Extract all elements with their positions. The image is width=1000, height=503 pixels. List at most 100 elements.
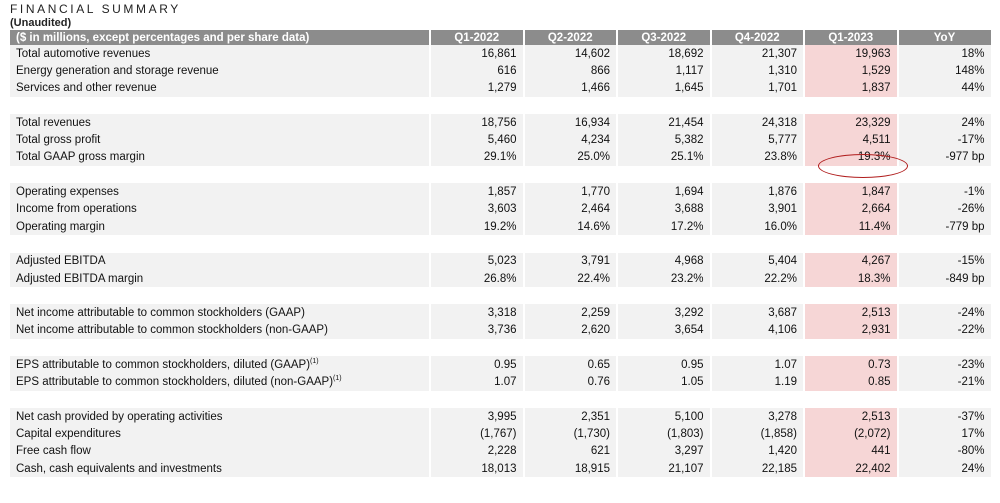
- cell-q3-2022: 1,694: [617, 183, 712, 201]
- cell-yoy: -779 bp: [897, 217, 991, 236]
- cell-q4-2022: 1.07: [710, 356, 805, 374]
- cell-q4-2022: 3,278: [710, 408, 805, 426]
- cell-yoy: -37%: [897, 408, 991, 426]
- table-row: EPS attributable to common stockholders,…: [10, 373, 991, 391]
- cell-q1-2023: 441: [804, 442, 899, 461]
- row-label-text: Operating expenses: [16, 186, 119, 199]
- cell-yoy: -17%: [897, 131, 991, 149]
- row-label-text: Capital expenditures: [16, 428, 121, 441]
- cell-q1-2023: 0.73: [804, 356, 899, 374]
- spacer-row: [10, 339, 992, 357]
- cell-q1-2022: 18,013: [430, 460, 525, 478]
- cell-q4-2022: 4,106: [710, 321, 805, 340]
- cell-yoy: -24%: [897, 304, 991, 322]
- cell-yoy: -22%: [897, 321, 991, 340]
- row-label: Net cash provided by operating activitie…: [10, 408, 431, 426]
- spacer-row: [10, 287, 992, 305]
- cell-q3-2022: (1,803): [617, 425, 712, 443]
- row-label: Total gross profit: [10, 131, 431, 149]
- cell-q4-2022: 3,901: [710, 200, 805, 218]
- row-label: EPS attributable to common stockholders,…: [10, 356, 431, 374]
- table-row: Income from operations 3,603 2,464 3,688 3,9…: [10, 200, 991, 218]
- cell-q2-2022: (1,730): [523, 425, 618, 443]
- row-label-text: Services and other revenue: [16, 82, 157, 95]
- cell-yoy: -15%: [897, 252, 991, 270]
- cell-q3-2022: 4,968: [617, 252, 712, 270]
- cell-q4-2022: 16.0%: [710, 217, 805, 236]
- row-label-text: EPS attributable to common stockholders,…: [16, 376, 334, 389]
- row-label: Adjusted EBITDA margin: [10, 269, 431, 288]
- table-row: Capital expenditures (1,767) (1,730) (1,803…: [10, 425, 991, 443]
- header-q1-2022: Q1-2022: [430, 30, 525, 45]
- cell-q4-2022: 1,876: [710, 183, 805, 201]
- cell-q3-2022: 1,117: [617, 62, 712, 80]
- table-row: Cash, cash equivalents and investments 18…: [10, 460, 991, 478]
- page-subtitle: (Unaudited): [10, 17, 72, 29]
- row-label: Adjusted EBITDA: [10, 252, 431, 270]
- cell-q1-2022: 16,861: [430, 45, 525, 63]
- header-yoy: YoY: [897, 30, 991, 45]
- cell-q1-2022: 1,857: [430, 183, 525, 201]
- cell-q2-2022: 18,915: [523, 460, 618, 478]
- cell-q4-2022: 1,701: [710, 79, 805, 97]
- cell-q1-2022: 1.07: [430, 373, 525, 391]
- cell-q2-2022: 0.76: [523, 373, 618, 391]
- table-row: Net income attributable to common stockh…: [10, 321, 991, 340]
- row-label-text: Total revenues: [16, 116, 91, 129]
- cell-yoy: -977 bp: [897, 148, 991, 167]
- table-row: Total gross profit 5,460 4,234 5,382 5,777 4,…: [10, 131, 991, 149]
- spacer-cell: [10, 287, 992, 305]
- cell-q4-2022: 1,310: [710, 62, 805, 80]
- row-label-text: Net cash provided by operating activitie…: [16, 410, 223, 423]
- cell-q1-2023: 2,513: [804, 408, 899, 426]
- cell-q4-2022: 5,404: [710, 252, 805, 270]
- row-label-text: Net income attributable to common stockh…: [16, 324, 328, 337]
- cell-q2-2022: 2,351: [523, 408, 618, 426]
- cell-q2-2022: 2,464: [523, 200, 618, 218]
- cell-q3-2022: 1.05: [617, 373, 712, 391]
- cell-q1-2022: 26.8%: [430, 269, 525, 288]
- spacer-row: [10, 390, 992, 409]
- cell-q3-2022: 0.95: [617, 356, 712, 374]
- row-label-text: Net income attributable to common stockh…: [16, 307, 305, 320]
- cell-q1-2022: 5,023: [430, 252, 525, 270]
- spacer-cell: [10, 166, 992, 184]
- cell-q1-2022: 2,228: [430, 442, 525, 461]
- cell-q1-2022: 19.2%: [430, 217, 525, 236]
- row-label: Net income attributable to common stockh…: [10, 304, 431, 322]
- row-label-text: Total GAAP gross margin: [16, 151, 145, 164]
- cell-q1-2023: 19,963: [804, 45, 899, 63]
- financial-table: ($ in millions, except percentages and p…: [10, 30, 992, 478]
- spacer-cell: [10, 339, 992, 357]
- cell-yoy: 17%: [897, 425, 991, 443]
- cell-q1-2023: 1,837: [804, 79, 899, 97]
- spacer-row: [10, 166, 992, 184]
- row-label: Operating expenses: [10, 183, 431, 201]
- cell-q2-2022: 0.65: [523, 356, 618, 374]
- table-row: Net cash provided by operating activitie…: [10, 408, 991, 426]
- row-label: Income from operations: [10, 200, 431, 218]
- table-row: EPS attributable to common stockholders,…: [10, 356, 991, 374]
- cell-q1-2022: 18,756: [430, 114, 525, 132]
- cell-q1-2022: 0.95: [430, 356, 525, 374]
- cell-q1-2022: 5,460: [430, 131, 525, 149]
- cell-q1-2023: 22,402: [804, 460, 899, 478]
- row-label: Services and other revenue: [10, 79, 431, 97]
- table-header-row: ($ in millions, except percentages and p…: [10, 30, 991, 45]
- cell-q1-2023: (2,072): [804, 425, 899, 443]
- cell-q4-2022: 1,420: [710, 442, 805, 461]
- cell-q2-2022: 1,770: [523, 183, 618, 201]
- table-row: Net income attributable to common stockh…: [10, 304, 991, 322]
- row-label-text: Cash, cash equivalents and investments: [16, 462, 222, 475]
- cell-q1-2023: 4,511: [804, 131, 899, 149]
- row-label: EPS attributable to common stockholders,…: [10, 373, 431, 391]
- table-row: Operating margin 19.2% 14.6% 17.2% 16.0% 11.4…: [10, 217, 991, 236]
- row-label-text: Adjusted EBITDA margin: [16, 272, 144, 285]
- cell-q3-2022: 23.2%: [617, 269, 712, 288]
- table-row: Services and other revenue 1,279 1,466 1,64…: [10, 79, 991, 97]
- cell-q4-2022: 1.19: [710, 373, 805, 391]
- cell-q1-2022: 3,736: [430, 321, 525, 340]
- cell-yoy: 24%: [897, 114, 991, 132]
- cell-q1-2023: 18.3%: [804, 269, 899, 288]
- cell-q2-2022: 14,602: [523, 45, 618, 63]
